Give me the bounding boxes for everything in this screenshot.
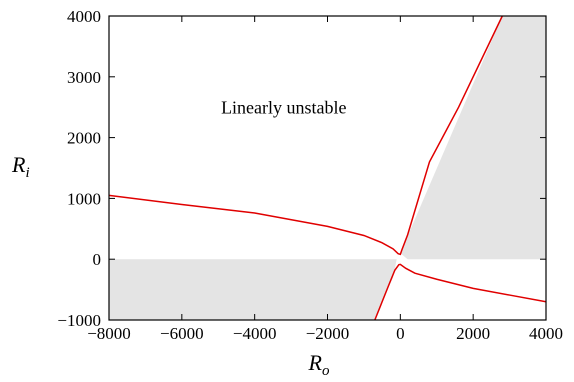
x-ticks: −8000 −6000 −4000 −2000 0 2000 4000 (87, 16, 563, 343)
x-tick-label: 0 (396, 324, 405, 343)
x-tick-label: 2000 (456, 324, 490, 343)
y-tick-label: 2000 (67, 129, 101, 148)
x-tick-label: −8000 (87, 324, 131, 343)
x-tick-label: −2000 (306, 324, 350, 343)
shaded-region-0 (109, 259, 397, 320)
y-axis-title-sub: i (25, 165, 29, 181)
x-tick-label: −4000 (233, 324, 277, 343)
y-axis-title: Ri (11, 152, 30, 181)
stability-curve-0 (108, 15, 503, 256)
y-tick-label: 0 (93, 250, 102, 269)
x-tick-label: −6000 (160, 324, 204, 343)
y-tick-label: 4000 (67, 7, 101, 26)
stability-curves (108, 15, 547, 321)
y-tick-label: 1000 (67, 189, 101, 208)
x-axis-title-sub: o (322, 363, 330, 379)
annotations: Linearly unstable (221, 97, 346, 117)
annotation-label: Linearly unstable (221, 97, 346, 117)
y-axis-title-main: R (11, 152, 26, 177)
y-tick-label: 3000 (67, 68, 101, 87)
x-axis-title-main: R (308, 350, 323, 375)
stability-curve-1 (374, 263, 547, 321)
y-tick-label: −1000 (57, 311, 101, 330)
x-tick-label: 4000 (529, 324, 563, 343)
shaded-regions (109, 16, 546, 320)
y-ticks: −1000 0 1000 2000 3000 4000 (57, 7, 546, 330)
x-axis-title: Ro (308, 350, 330, 379)
shaded-region-1 (400, 16, 546, 260)
